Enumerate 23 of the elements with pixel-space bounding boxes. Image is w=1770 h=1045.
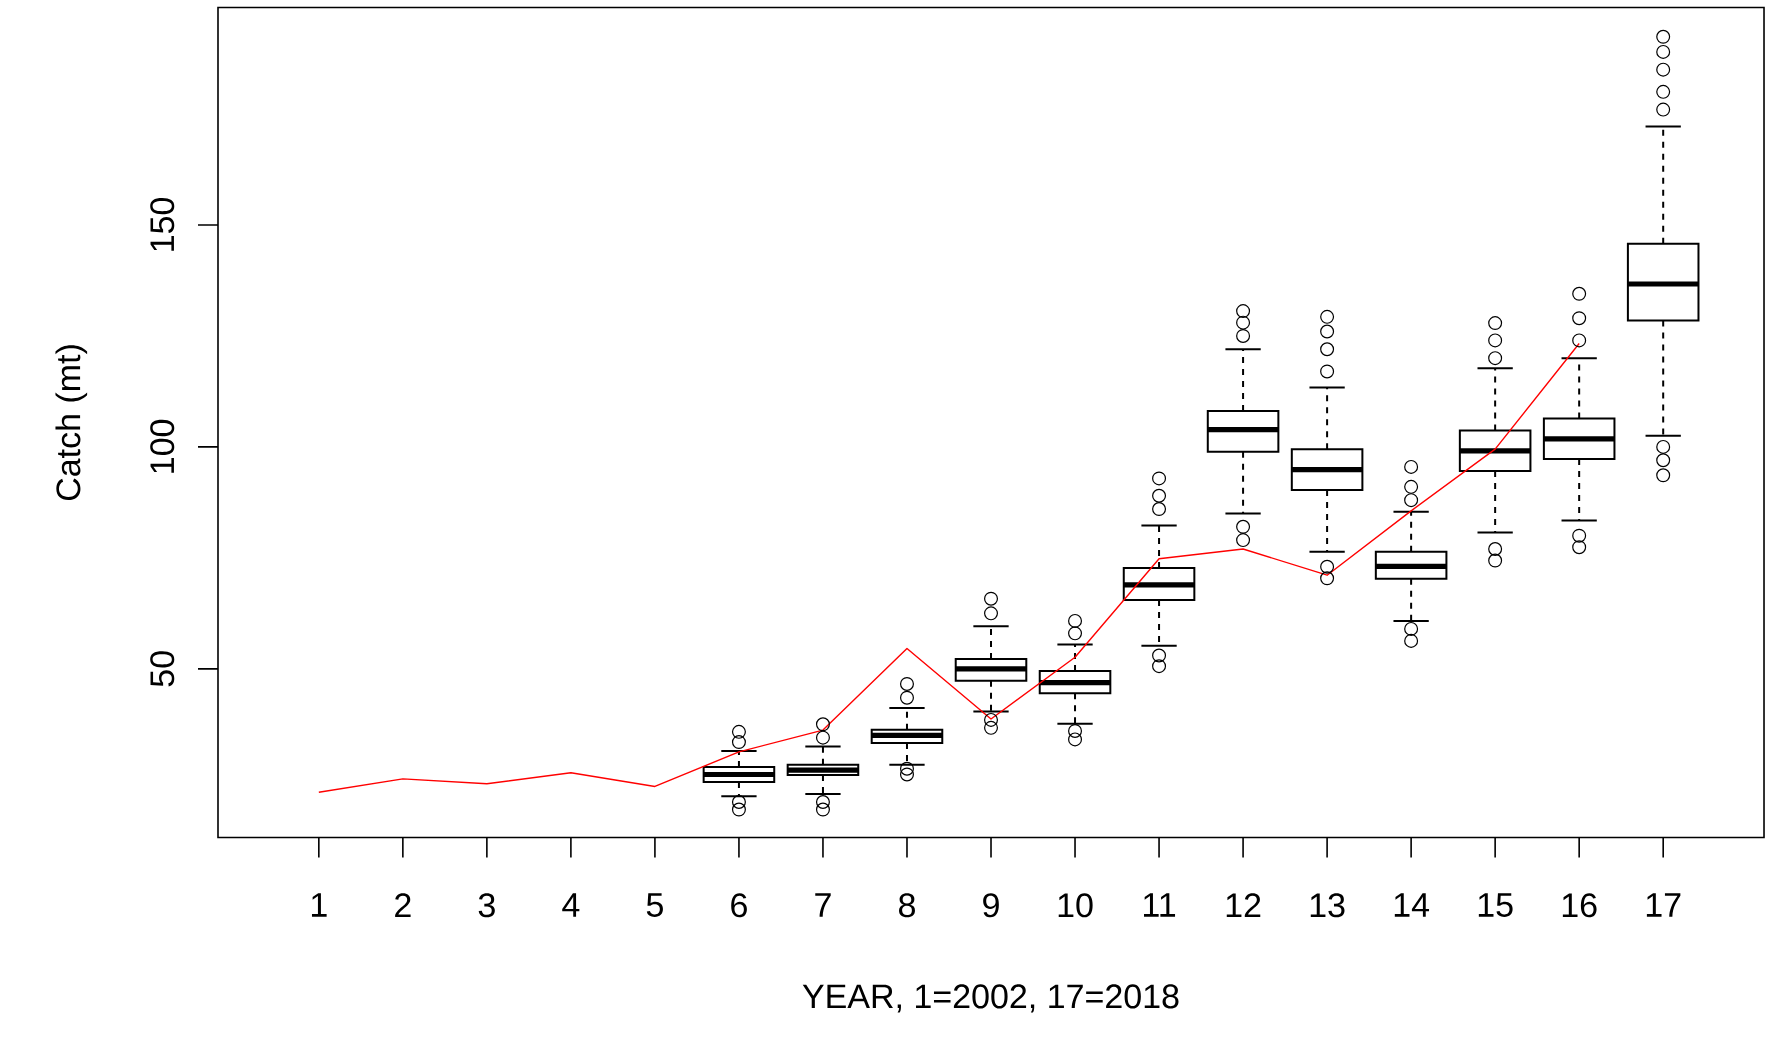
x-tick-label: 12	[1226, 893, 1261, 918]
y-tick-label: 100	[150, 420, 175, 473]
y-axis-title: Catch (mt)	[55, 345, 88, 501]
x-tick-label: 7	[815, 893, 831, 917]
line-series	[318, 343, 1580, 794]
x-tick-label: 13	[1310, 893, 1345, 918]
x-tick-label: 6	[731, 893, 747, 918]
y-tick-label: 50	[150, 651, 175, 687]
x-tick-label: 9	[983, 893, 999, 918]
x-tick-label: 11	[1144, 893, 1176, 917]
x-tick-label: 2	[395, 893, 411, 918]
x-tick-label: 3	[478, 893, 495, 918]
x-tick-label: 15	[1478, 893, 1513, 918]
x-axis-title: YEAR, 1=2002, 17=2018	[802, 984, 1179, 1013]
x-tick-label: 16	[1562, 893, 1597, 918]
x-tick-label: 14	[1394, 893, 1430, 917]
x-tick-label: 10	[1058, 893, 1093, 918]
y-tick-label: 150	[150, 198, 175, 251]
x-tick-label: 8	[899, 893, 915, 918]
x-tick-label: 1	[311, 893, 327, 917]
x-tick-label: 17	[1646, 893, 1681, 917]
x-tick-label: 4	[562, 893, 580, 917]
x-tick-label: 5	[646, 893, 663, 918]
